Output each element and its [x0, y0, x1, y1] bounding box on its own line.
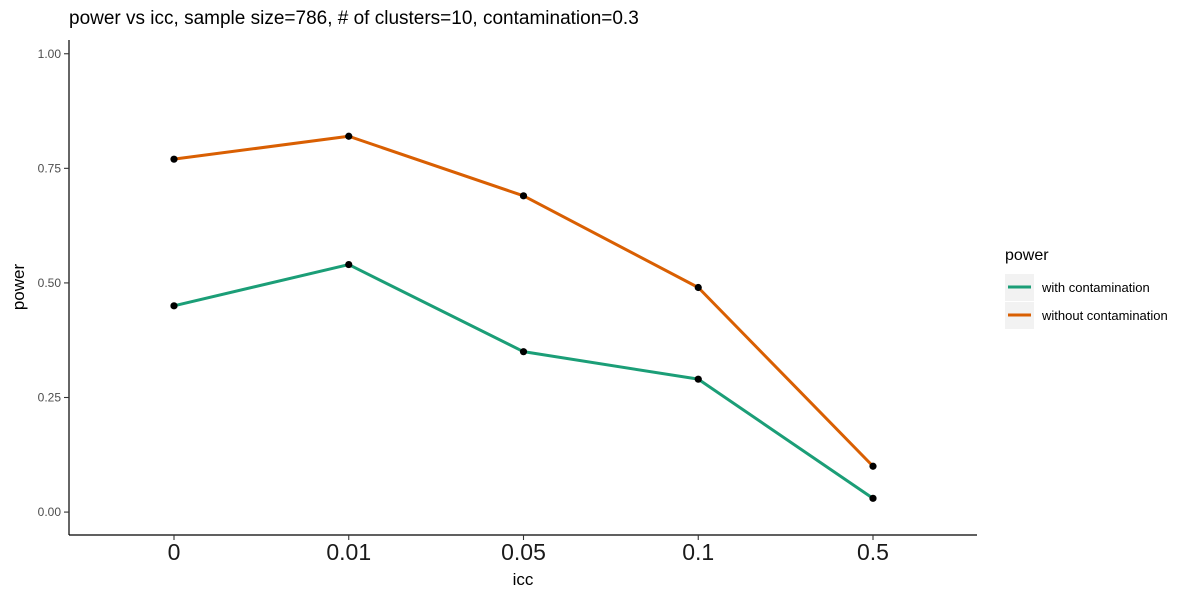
series-points: [170, 132, 877, 502]
x-tick-label: 0.01: [326, 539, 371, 565]
series-lines: [173, 134, 875, 500]
series-line-2: [173, 134, 875, 468]
data-point: [519, 192, 528, 200]
plot-area: 0.00 0.25 0.50 0.75 1.00 0 0.01 0.05 0.1 0.5: [38, 40, 977, 565]
y-tick-label: 0.00: [38, 505, 62, 519]
data-point: [869, 462, 877, 470]
x-tick-label: 0.5: [857, 539, 889, 565]
data-point: [694, 375, 702, 383]
y-axis-title: power: [9, 264, 28, 311]
y-tick-label: 0.50: [38, 276, 62, 290]
y-tick-label: 1.00: [38, 47, 62, 61]
y-tick-label: 0.75: [38, 161, 62, 175]
data-point: [170, 155, 178, 163]
x-tick-label: 0.05: [501, 539, 546, 565]
x-tick-label: 0.1: [682, 539, 714, 565]
legend-label: without contamination: [1041, 308, 1168, 323]
data-point: [345, 260, 353, 269]
legend-title: power: [1005, 247, 1049, 264]
data-point: [345, 132, 353, 140]
data-point: [694, 283, 702, 292]
y-tick-label: 0.25: [38, 391, 62, 405]
x-ticks: 0 0.01 0.05 0.1 0.5: [168, 535, 889, 565]
legend-items: with contamination without contamination: [1005, 274, 1168, 329]
y-ticks: 0.00 0.25 0.50 0.75 1.00: [38, 47, 69, 519]
x-tick-label: 0: [168, 539, 181, 565]
data-point: [170, 302, 178, 310]
series-line-1: [173, 263, 874, 500]
x-axis-title: icc: [513, 570, 534, 589]
data-point: [519, 348, 528, 356]
data-point: [869, 494, 877, 502]
legend-label: with contamination: [1041, 280, 1150, 295]
legend: power with contamination without contamin…: [1005, 247, 1168, 329]
chart-title: power vs icc, sample size=786, # of clus…: [69, 8, 639, 29]
